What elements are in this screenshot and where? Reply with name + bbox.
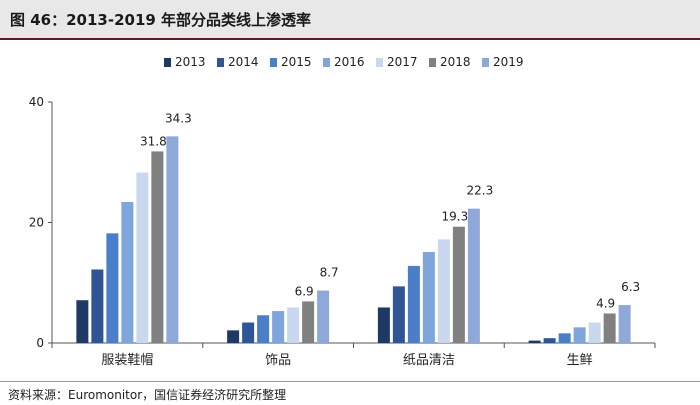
bar bbox=[437, 239, 450, 343]
y-tick-label: 20 bbox=[29, 216, 44, 230]
data-labels: 31.8 34.3 6.9 8.7 19.3 22.3 4.9 6.3 bbox=[140, 111, 640, 310]
chart-title: 图 46：2013-2019 年部分品类线上渗透率 bbox=[10, 11, 312, 29]
bar bbox=[91, 269, 104, 343]
data-label: 6.9 bbox=[295, 284, 314, 298]
y-tick-label: 40 bbox=[29, 95, 44, 109]
bar bbox=[166, 136, 179, 343]
data-label: 19.3 bbox=[442, 210, 469, 224]
bar bbox=[242, 322, 255, 343]
legend-label: 2019 bbox=[493, 55, 524, 69]
data-label: 8.7 bbox=[320, 266, 339, 280]
bar bbox=[588, 322, 601, 343]
bar bbox=[573, 327, 586, 343]
legend: 2013 2014 2015 2016 2017 2018 2019 bbox=[164, 55, 524, 69]
x-tick-label: 生鲜 bbox=[567, 353, 593, 368]
data-label: 34.3 bbox=[165, 111, 192, 125]
x-tick-label: 饰品 bbox=[265, 353, 291, 368]
bar bbox=[392, 286, 405, 343]
bar bbox=[227, 330, 240, 343]
data-label: 6.3 bbox=[621, 280, 640, 294]
bar bbox=[76, 300, 89, 343]
legend-label: 2015 bbox=[281, 55, 312, 69]
source-note: 资料来源：Euromonitor，国信证券经济研究所整理 bbox=[8, 388, 287, 402]
bar bbox=[452, 226, 465, 343]
data-label: 4.9 bbox=[596, 296, 615, 310]
legend-swatch bbox=[323, 58, 330, 67]
bar bbox=[467, 208, 480, 343]
bar bbox=[272, 311, 285, 343]
legend-label: 2014 bbox=[228, 55, 259, 69]
y-tick-label: 0 bbox=[36, 336, 44, 350]
bar bbox=[528, 340, 541, 343]
source-divider bbox=[0, 381, 700, 382]
data-label: 22.3 bbox=[467, 184, 494, 198]
bar bbox=[618, 305, 631, 343]
bar-chart: 2013 2014 2015 2016 2017 2018 2019 0 20 40 服装鞋帽 饰品… bbox=[29, 55, 656, 368]
bar bbox=[136, 172, 149, 343]
bar bbox=[317, 290, 330, 343]
legend-swatch bbox=[376, 58, 383, 67]
legend-label: 2016 bbox=[334, 55, 365, 69]
bar bbox=[543, 338, 556, 343]
title-bar: 图 46：2013-2019 年部分品类线上渗透率 bbox=[0, 0, 700, 40]
legend-label: 2018 bbox=[440, 55, 471, 69]
bar bbox=[407, 265, 420, 343]
data-label: 31.8 bbox=[140, 134, 167, 148]
legend-label: 2017 bbox=[387, 55, 418, 69]
bar bbox=[106, 233, 119, 343]
bars bbox=[76, 136, 631, 343]
bar bbox=[302, 301, 315, 343]
x-tick-label: 服装鞋帽 bbox=[101, 352, 153, 368]
bar bbox=[151, 151, 164, 343]
legend-swatch bbox=[217, 58, 224, 67]
bar bbox=[558, 333, 571, 343]
bar bbox=[121, 202, 134, 343]
x-tick-label: 纸品清洁 bbox=[403, 353, 455, 368]
bar bbox=[422, 252, 435, 343]
bar bbox=[287, 307, 300, 343]
legend-swatch bbox=[429, 58, 436, 67]
legend-swatch bbox=[164, 58, 171, 67]
bar bbox=[603, 313, 616, 343]
legend-swatch bbox=[270, 58, 277, 67]
legend-label: 2013 bbox=[175, 55, 206, 69]
bar bbox=[257, 315, 270, 343]
bar bbox=[377, 307, 390, 343]
legend-swatch bbox=[482, 58, 489, 67]
